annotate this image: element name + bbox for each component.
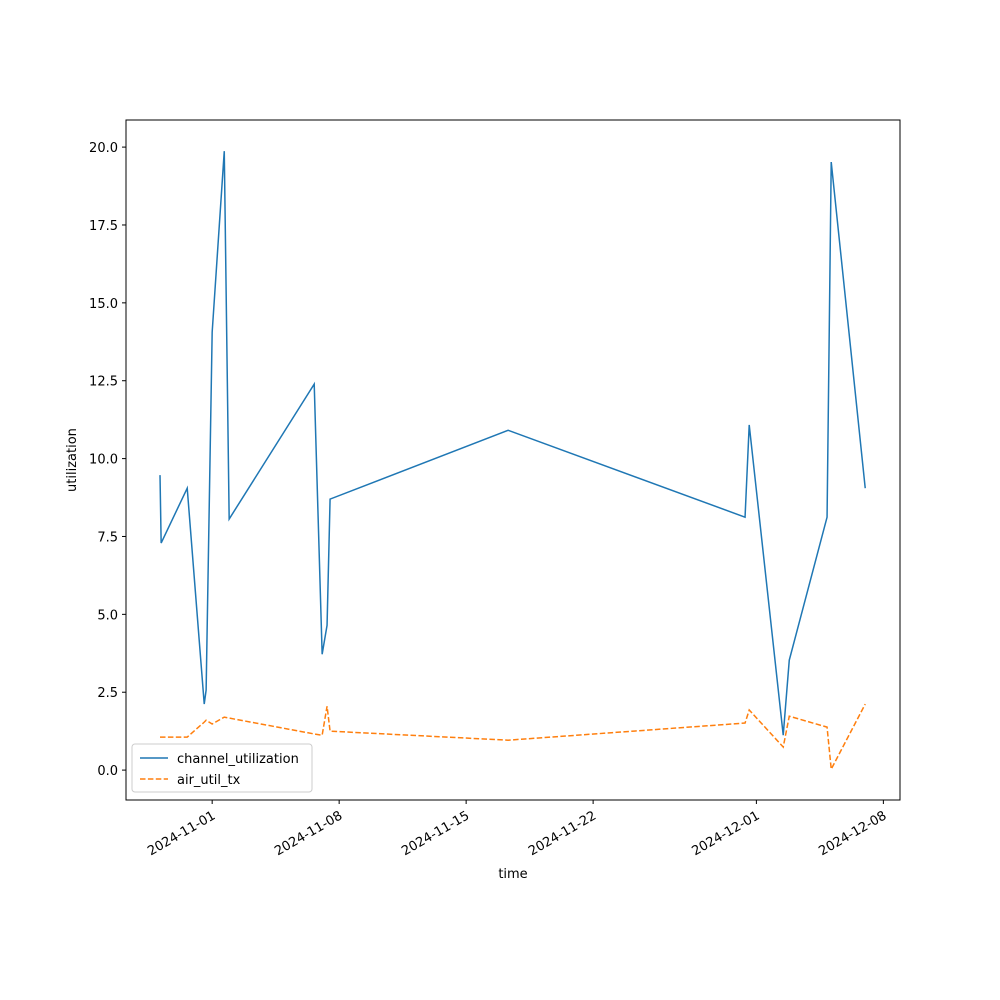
legend-label: air_util_tx (177, 773, 241, 788)
y-tick-label: 17.5 (89, 219, 118, 234)
plot-area (125, 119, 901, 801)
x-axis-label: time (498, 867, 527, 882)
legend-label: channel_utilization (177, 752, 299, 767)
x-tick-label: 2024-11-08 (272, 808, 345, 859)
y-tick-label: 0.0 (97, 764, 118, 779)
x-tick-label: 2024-11-22 (526, 808, 599, 859)
y-tick-label: 5.0 (97, 608, 118, 623)
x-tick-label: 2024-12-01 (689, 808, 762, 859)
y-tick-label: 20.0 (89, 141, 118, 156)
y-tick-label: 2.5 (97, 686, 118, 701)
y-tick-label: 12.5 (89, 375, 118, 390)
x-tick-label: 2024-11-01 (145, 808, 218, 859)
y-tick-label: 10.0 (89, 453, 118, 468)
legend-box (131, 743, 313, 793)
legend: channel_utilization air_util_tx (131, 743, 313, 793)
y-axis-label: utilization (65, 428, 80, 492)
y-tick-label: 15.0 (89, 297, 118, 312)
y-tick-label: 7.5 (97, 530, 118, 545)
series-line (160, 703, 866, 772)
x-tick-label: 2024-11-15 (399, 808, 472, 859)
x-tick-label: 2024-12-08 (816, 808, 889, 859)
series-line (159, 151, 866, 736)
